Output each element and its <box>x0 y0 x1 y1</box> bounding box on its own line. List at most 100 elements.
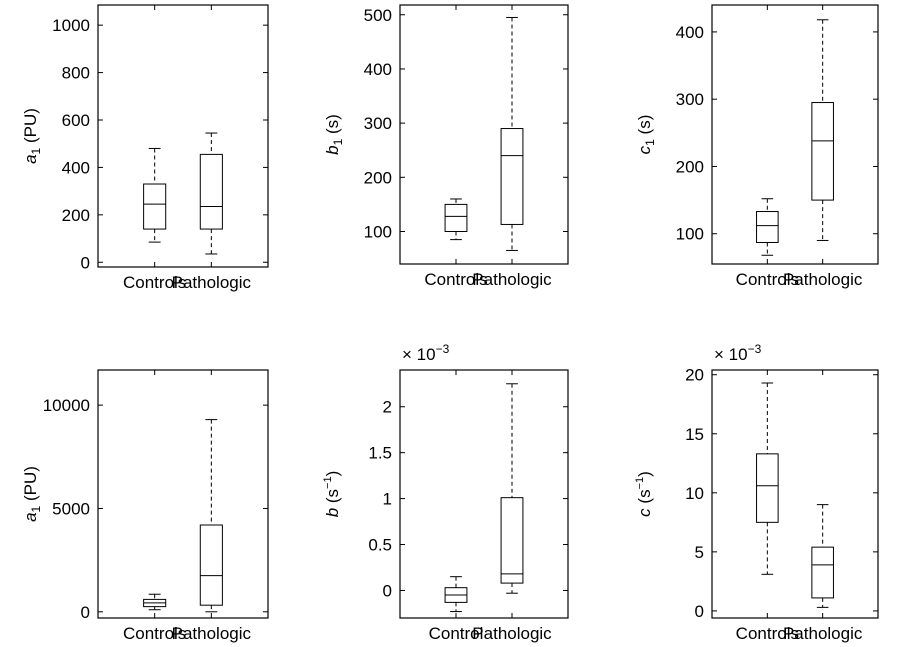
y-tick-label: 1000 <box>52 16 90 35</box>
x-category-label: Pathologic <box>472 624 552 643</box>
y-axis-label: b (s−1) <box>322 471 342 518</box>
y-tick-label: 300 <box>364 114 392 133</box>
y-tick-label: 200 <box>62 206 90 225</box>
y-tick-label: 400 <box>62 158 90 177</box>
axes-frame <box>399 4 569 265</box>
box-pathologic <box>500 16 524 251</box>
x-category-label: Pathologic <box>472 270 552 289</box>
iqr-box <box>199 153 223 230</box>
y-exponent-label: × 10−3 <box>402 342 450 364</box>
box-controls <box>444 198 468 241</box>
y-label-unit: s <box>323 489 342 498</box>
y-tick-label: 200 <box>364 168 392 187</box>
x-category-label: Pathologic <box>783 270 863 289</box>
y-axis-label: b1 (s) <box>323 114 345 155</box>
exponent-power: −3 <box>748 342 762 356</box>
iqr-box <box>444 203 468 232</box>
box-controls <box>143 593 167 611</box>
box-controls <box>756 382 779 575</box>
y-label-paren-open: ( <box>323 128 342 139</box>
iqr-box <box>143 183 167 230</box>
y-label-superscript: −1 <box>634 477 646 490</box>
y-label-unit: PU <box>21 472 40 496</box>
y-tick-label: 600 <box>62 111 90 130</box>
y-tick-label: 2 <box>383 398 392 417</box>
y-label-subscript: 1 <box>643 139 657 146</box>
box-controls <box>143 147 167 243</box>
y-tick-label: 0.5 <box>368 536 392 555</box>
y-label-symbol: c <box>635 145 654 154</box>
y-label-paren-close: ) <box>635 115 654 121</box>
y-tick-label: 15 <box>685 425 704 444</box>
iqr-box <box>811 546 834 599</box>
y-tick-label: 200 <box>676 157 704 176</box>
y-label-paren-close: ) <box>21 108 40 114</box>
axes-frame <box>97 369 269 619</box>
y-axis-label: a1 (PU) <box>21 108 43 164</box>
y-axis-label: c1 (s) <box>635 115 657 155</box>
y-label-subscript: 1 <box>331 138 345 145</box>
x-category-label: Pathologic <box>783 624 863 643</box>
iqr-box <box>811 102 834 201</box>
y-tick-label: 20 <box>685 366 704 385</box>
y-label-paren-open: ( <box>635 128 654 139</box>
y-label-paren-close: ) <box>323 114 342 120</box>
y-label-paren-close: ) <box>635 471 654 477</box>
y-label-paren-close: ) <box>21 466 40 472</box>
y-label-paren-open: ( <box>21 495 40 506</box>
iqr-box <box>500 128 524 225</box>
x-category-label: Controls <box>123 624 186 643</box>
box-pathologic <box>500 383 524 594</box>
iqr-box <box>500 497 524 584</box>
y-tick-label: 5000 <box>52 499 90 518</box>
box-pathologic <box>199 419 223 613</box>
exponent-base: × 10 <box>714 345 748 364</box>
box-controls <box>756 198 779 256</box>
box-controls <box>444 576 468 613</box>
box-pathologic <box>811 19 834 241</box>
x-category-label: Control <box>429 624 484 643</box>
y-tick-label: 800 <box>62 64 90 83</box>
y-axis-label: a1 (PU) <box>21 466 43 522</box>
y-label-paren-open: ( <box>635 498 654 509</box>
y-label-symbol: b <box>323 508 342 517</box>
y-label-unit: PU <box>21 114 40 138</box>
x-category-label: Pathologic <box>172 624 252 643</box>
y-label-superscript: −1 <box>322 476 334 489</box>
x-category-label: Controls <box>736 270 799 289</box>
y-label-symbol: a <box>21 154 40 163</box>
y-tick-label: 100 <box>364 222 392 241</box>
iqr-box <box>756 211 779 243</box>
exponent-base: × 10 <box>402 345 436 364</box>
y-tick-label: 500 <box>364 6 392 25</box>
box-pathologic <box>811 504 834 608</box>
y-label-symbol: b <box>323 145 342 154</box>
box-pathologic <box>199 132 223 255</box>
y-label-unit: s <box>323 120 342 129</box>
y-label-unit: s <box>635 489 654 498</box>
y-exponent-label: × 10−3 <box>714 342 762 364</box>
y-axis-label: c (s−1) <box>634 471 654 517</box>
y-tick-label: 5 <box>695 543 704 562</box>
exponent-power: −3 <box>436 342 450 356</box>
y-label-symbol: a <box>21 512 40 521</box>
axes-frame <box>711 369 879 619</box>
y-tick-label: 400 <box>364 60 392 79</box>
y-tick-label: 10 <box>685 484 704 503</box>
y-tick-label: 0 <box>383 581 392 600</box>
y-tick-label: 1.5 <box>368 444 392 463</box>
y-label-subscript: 1 <box>29 505 43 512</box>
y-label-paren-close: ) <box>323 471 342 477</box>
y-label-paren-open: ( <box>21 137 40 148</box>
y-tick-label: 300 <box>676 90 704 109</box>
iqr-box <box>756 453 779 523</box>
x-category-label: Controls <box>424 270 487 289</box>
y-label-symbol: c <box>635 508 654 517</box>
y-label-subscript: 1 <box>29 147 43 154</box>
